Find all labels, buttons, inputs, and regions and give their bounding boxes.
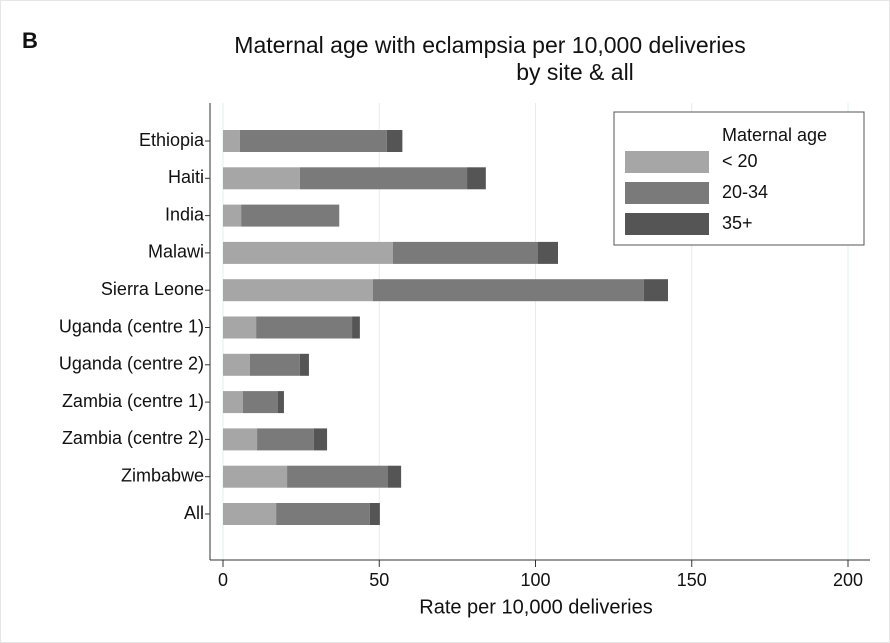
bar-segment	[223, 279, 373, 302]
legend-swatch	[625, 213, 709, 235]
y-tick-label: Sierra Leone	[101, 279, 204, 299]
x-tick-label: 0	[218, 570, 228, 590]
bar-segment	[243, 391, 278, 414]
y-tick-label: India	[165, 204, 205, 224]
bar-segment	[278, 391, 284, 414]
y-tick-label: All	[184, 503, 204, 523]
bar-segment	[386, 130, 403, 152]
bar-segment	[223, 130, 240, 152]
bar-segment	[299, 167, 468, 190]
legend-label: 35+	[722, 213, 753, 233]
panel-label: B	[22, 28, 38, 53]
y-tick-label: Zambia (centre 1)	[62, 391, 204, 411]
bar-segment	[223, 428, 258, 451]
bar-segment	[393, 241, 538, 264]
legend-swatch	[625, 182, 709, 204]
bar-segment	[223, 167, 300, 190]
x-tick-label: 200	[833, 570, 863, 590]
chart-title: Maternal age with eclampsia per 10,000 d…	[234, 32, 745, 58]
bar-segment	[467, 167, 486, 190]
bar-segment	[388, 465, 402, 488]
bar-segment	[249, 353, 300, 376]
bar-segment	[223, 353, 250, 376]
y-tick-label: Malawi	[148, 242, 204, 262]
bar-segment	[256, 316, 353, 339]
bar-segment	[223, 241, 393, 264]
x-axis-label: Rate per 10,000 deliveries	[419, 596, 652, 618]
bar-segment	[287, 465, 388, 488]
bar-segment	[223, 316, 257, 339]
bar-segment	[257, 428, 314, 451]
bar-segment	[643, 279, 668, 302]
bar-segment	[223, 465, 288, 488]
chart-title: by site & all	[516, 59, 634, 85]
bar-segment	[276, 503, 370, 525]
y-tick-label: Uganda (centre 2)	[59, 354, 204, 374]
y-tick-label: Haiti	[168, 167, 204, 187]
y-tick-label: Zambia (centre 2)	[62, 428, 204, 448]
y-tick-label: Ethiopia	[139, 130, 205, 150]
legend-label: 20-34	[722, 182, 768, 202]
bar-segment	[313, 428, 328, 451]
x-tick-label: 100	[520, 570, 550, 590]
x-tick-label: 150	[677, 570, 707, 590]
bar-segment	[241, 204, 340, 227]
bar-segment	[538, 241, 558, 264]
bar-segment	[352, 316, 360, 339]
legend-label: < 20	[722, 151, 758, 171]
bar-segment	[239, 130, 387, 152]
bar-segment	[223, 204, 242, 227]
legend-swatch	[625, 151, 709, 173]
legend-title: Maternal age	[722, 125, 827, 145]
y-tick-label: Zimbabwe	[121, 465, 204, 485]
bar-segment	[223, 391, 243, 414]
bar-segment	[369, 503, 380, 525]
x-tick-label: 50	[369, 570, 389, 590]
bar-segment	[299, 353, 309, 376]
bar-segment	[223, 503, 277, 525]
y-tick-label: Uganda (centre 1)	[59, 316, 204, 336]
bar-segment	[373, 279, 644, 302]
